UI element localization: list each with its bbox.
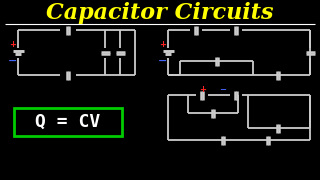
- Text: −: −: [158, 55, 168, 66]
- Text: Capacitor Circuits: Capacitor Circuits: [46, 2, 274, 24]
- Text: −: −: [220, 86, 227, 94]
- Text: +: +: [10, 40, 17, 49]
- Text: +: +: [159, 40, 166, 49]
- Bar: [14, 108, 122, 136]
- Text: +: +: [199, 86, 206, 94]
- Text: −: −: [8, 55, 18, 66]
- Text: Q = CV: Q = CV: [36, 113, 100, 131]
